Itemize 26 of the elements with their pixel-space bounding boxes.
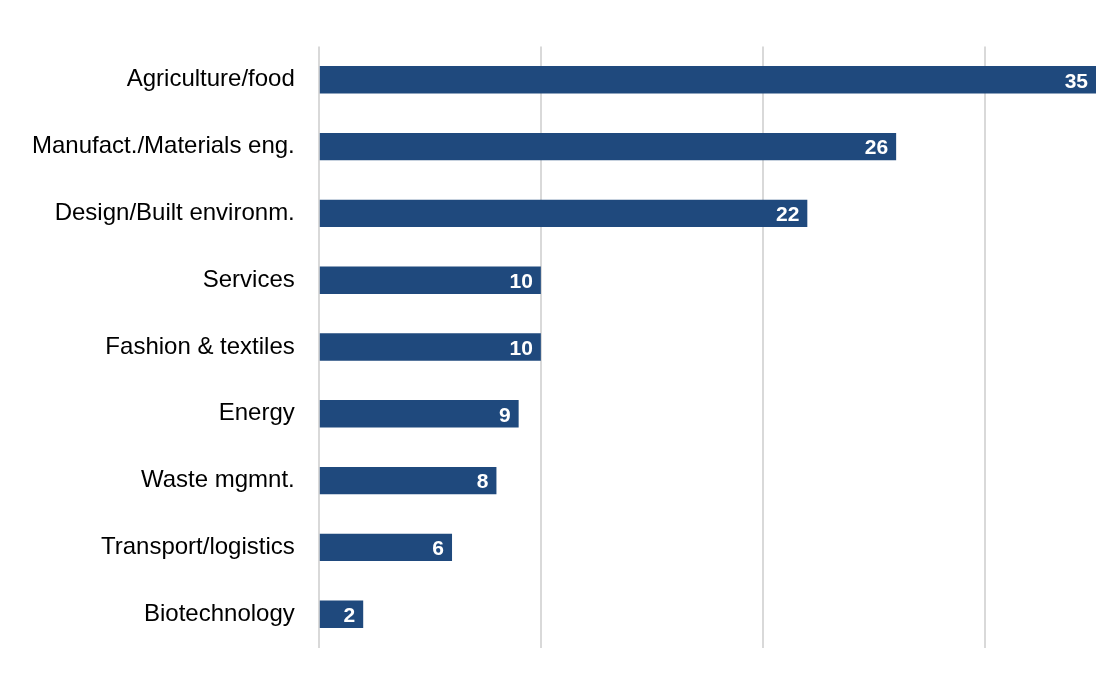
- data-label: 10: [509, 335, 533, 359]
- data-label: 9: [498, 402, 511, 426]
- bar: [319, 199, 808, 228]
- bar: [319, 132, 897, 161]
- bar: [319, 533, 453, 562]
- y-tick-label: Design/Built environm.: [54, 198, 295, 226]
- data-label: 26: [864, 135, 889, 159]
- y-tick-label: Waste mgmnt.: [140, 465, 295, 493]
- data-label: 35: [1064, 68, 1089, 92]
- y-tick-label: Manufact./Materials eng.: [32, 131, 295, 159]
- bar: [319, 266, 541, 294]
- y-tick-label: Transport/logistics: [100, 532, 295, 560]
- bar: [319, 66, 1096, 94]
- bar: [319, 333, 541, 361]
- y-tick-label: Fashion & textiles: [105, 331, 295, 359]
- data-label: 8: [476, 469, 489, 493]
- y-tick-label: Energy: [218, 398, 295, 426]
- y-tick-label: Services: [202, 264, 295, 292]
- y-tick-label: Agriculture/food: [126, 64, 295, 92]
- data-label: 6: [432, 536, 445, 560]
- data-label: 10: [509, 269, 533, 292]
- bar: [319, 466, 497, 495]
- y-tick-label: Biotechnology: [144, 598, 295, 626]
- data-label: 2: [343, 603, 356, 626]
- bar: [319, 400, 519, 428]
- data-label: 22: [775, 202, 800, 226]
